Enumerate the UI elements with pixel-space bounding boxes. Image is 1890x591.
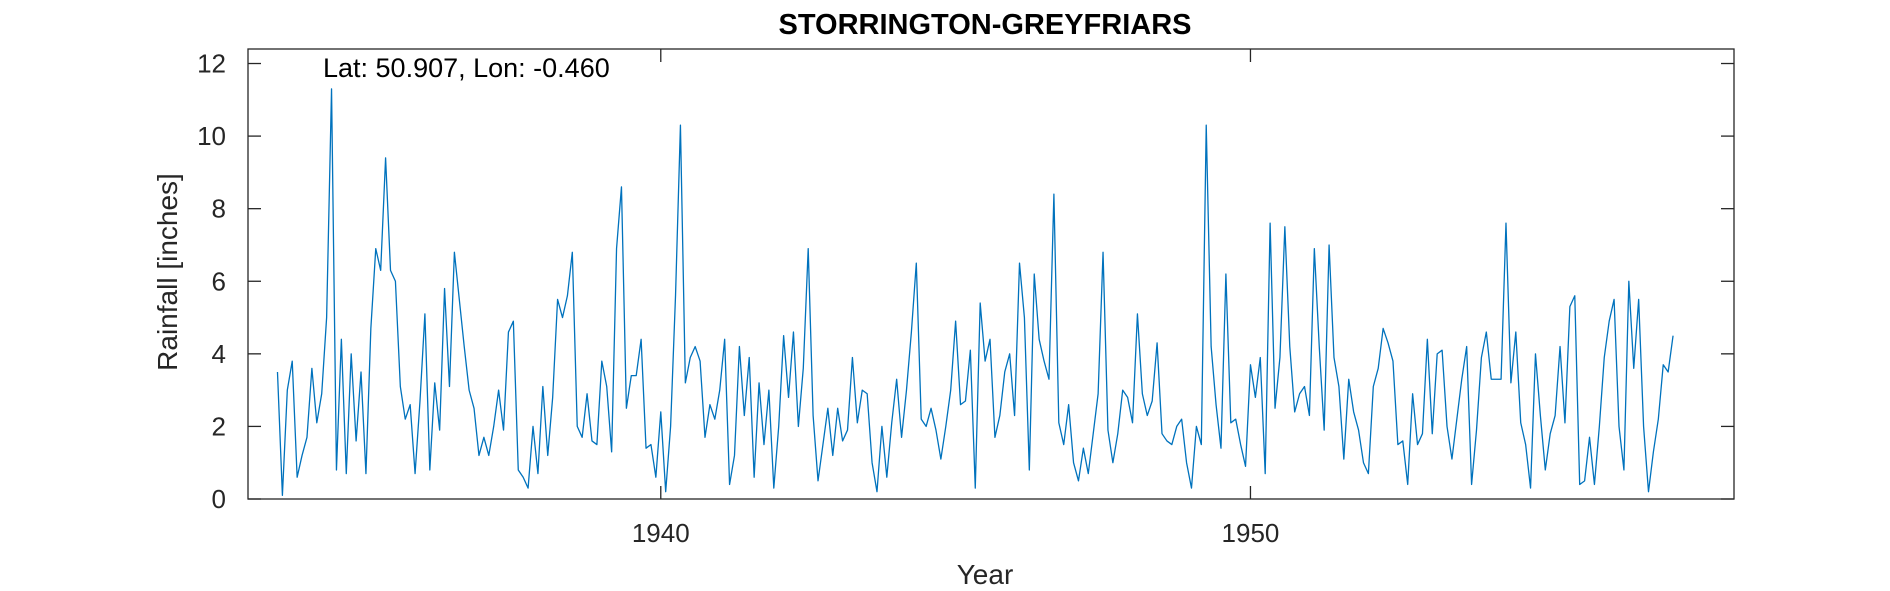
x-axis-label: Year [957,559,1014,590]
series-line [276,88,1674,497]
y-tick-label: 4 [212,339,226,369]
y-tick-label: 12 [197,49,226,79]
x-tick-label: 1950 [1222,518,1280,548]
location-annotation: Lat: 50.907, Lon: -0.460 [323,53,610,83]
series-layer [276,88,1674,497]
y-tick-label: 8 [212,194,226,224]
x-tick-label: 1940 [632,518,690,548]
y-tick-label: 10 [197,121,226,151]
axis-ticks: 0 2 4 6 8 10 12 1940 1950 [197,49,1734,548]
chart-title: STORRINGTON-GREYFRIARS [778,9,1191,41]
y-tick-label: 0 [212,484,226,514]
axes-box [247,48,1735,500]
y-tick-label: 6 [212,266,226,296]
y-tick-label: 2 [212,411,226,441]
y-axis-label: Rainfall [inches] [152,173,183,371]
